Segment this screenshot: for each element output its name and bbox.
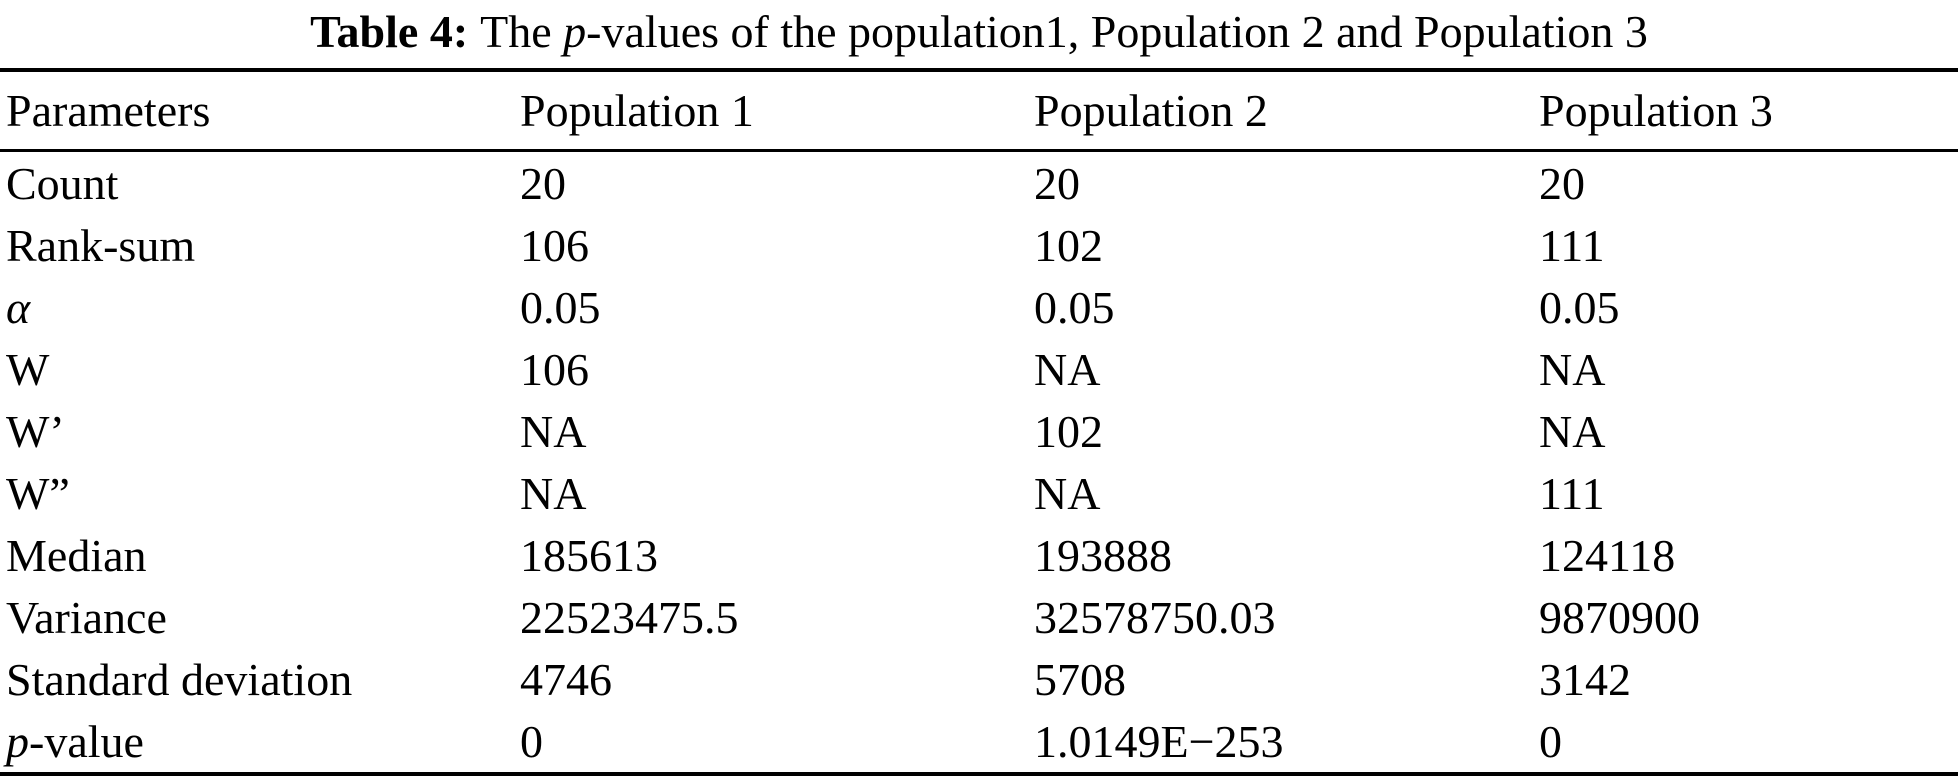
param-cell: Rank-sum [0, 214, 520, 276]
value-cell: 106 [520, 219, 589, 271]
table-row: Count 20 20 20 [0, 151, 1958, 215]
value-cell: 1.0149E−253 [1034, 715, 1284, 767]
value-cell: 102 [1034, 405, 1103, 457]
param-segment: Count [6, 157, 119, 209]
value-cell: 9870900 [1539, 591, 1700, 643]
value-cell: 0.05 [1034, 281, 1115, 333]
table-row: Median 185613 193888 124118 [0, 524, 1958, 586]
value-cell: 32578750.03 [1034, 591, 1276, 643]
value-cell: 20 [520, 157, 566, 209]
value-cell: NA [1034, 343, 1101, 395]
table-row: W 106 NA NA [0, 338, 1958, 400]
title-segment-italic-p: p [563, 6, 587, 57]
value-cell: NA [1539, 343, 1606, 395]
table-row: Rank-sum 106 102 111 [0, 214, 1958, 276]
param-cell: α [0, 276, 520, 338]
param-cell: Median [0, 524, 520, 586]
value-cell: 5708 [1034, 653, 1126, 705]
param-segment: -value [29, 715, 144, 767]
value-cell: 0.05 [520, 281, 601, 333]
data-table: Parameters Population 1 Population 2 Pop… [0, 68, 1958, 776]
table-title-label: Table 4: [310, 6, 469, 57]
value-cell: 3142 [1539, 653, 1631, 705]
param-segment: Variance [6, 591, 167, 643]
title-segment: -values of the population1, Population 2… [586, 6, 1648, 57]
param-cell: Variance [0, 586, 520, 648]
param-segment: W” [6, 467, 70, 519]
value-cell: 4746 [520, 653, 612, 705]
value-cell: 193888 [1034, 529, 1172, 581]
column-header-population-3: Population 3 [1539, 70, 1958, 152]
value-cell: NA [520, 467, 587, 519]
value-cell: 124118 [1539, 529, 1676, 581]
column-header-population-2: Population 2 [1034, 70, 1539, 152]
param-cell: p-value [0, 710, 520, 774]
value-cell: 106 [520, 343, 589, 395]
param-segment: W’ [6, 405, 65, 457]
param-segment: Standard deviation [6, 653, 353, 705]
table-row: Variance 22523475.5 32578750.03 9870900 [0, 586, 1958, 648]
param-cell: Count [0, 151, 520, 215]
value-cell: 102 [1034, 219, 1103, 271]
title-segment: The [480, 6, 564, 57]
table-row: Standard deviation 4746 5708 3142 [0, 648, 1958, 710]
param-segment: Rank-sum [6, 219, 196, 271]
table-row: α 0.05 0.05 0.05 [0, 276, 1958, 338]
param-cell: Standard deviation [0, 648, 520, 710]
value-cell: 22523475.5 [520, 591, 739, 643]
table-title: Table 4: The p-values of the population1,… [0, 0, 1958, 62]
value-cell: 0 [520, 715, 543, 767]
value-cell: 185613 [520, 529, 658, 581]
value-cell: 111 [1539, 467, 1605, 519]
value-cell: NA [1539, 405, 1606, 457]
table-row: W” NA NA 111 [0, 462, 1958, 524]
value-cell: 111 [1539, 219, 1605, 271]
table-body: Count 20 20 20 Rank-sum 106 102 111 α 0.05 0.05 0.0… [0, 151, 1958, 775]
value-cell: NA [1034, 467, 1101, 519]
param-cell: W [0, 338, 520, 400]
param-cell: W’ [0, 400, 520, 462]
value-cell: 20 [1539, 157, 1585, 209]
value-cell: NA [520, 405, 587, 457]
column-header-population-1: Population 1 [520, 70, 1034, 152]
param-cell: W” [0, 462, 520, 524]
table-row: p-value 0 1.0149E−253 0 [0, 710, 1958, 774]
table-header-row: Parameters Population 1 Population 2 Pop… [0, 70, 1958, 152]
param-segment: p [6, 715, 29, 767]
param-segment: α [6, 281, 31, 333]
column-header-parameters: Parameters [0, 70, 520, 152]
param-segment: Median [6, 529, 147, 581]
value-cell: 0 [1539, 715, 1562, 767]
param-segment: W [6, 343, 50, 395]
value-cell: 20 [1034, 157, 1080, 209]
value-cell: 0.05 [1539, 281, 1620, 333]
table-row: W’ NA 102 NA [0, 400, 1958, 462]
